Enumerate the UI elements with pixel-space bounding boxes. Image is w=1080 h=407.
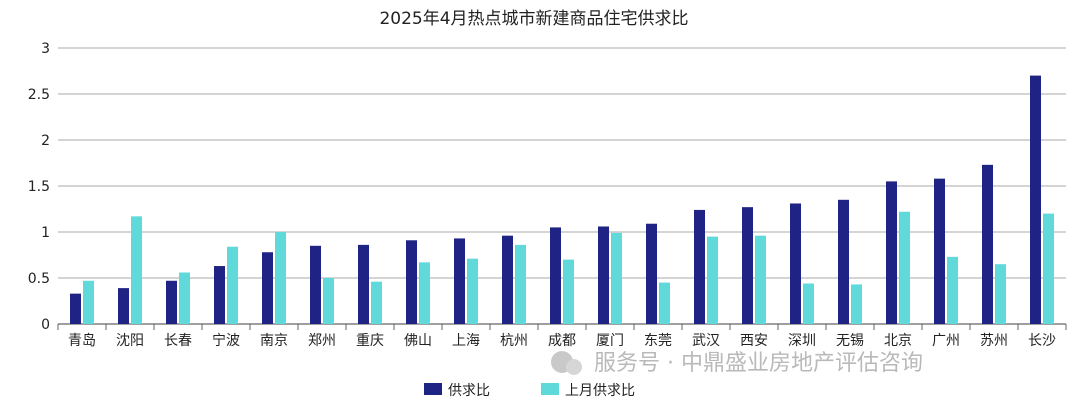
bar-previous xyxy=(467,258,478,324)
bar-previous xyxy=(83,280,94,324)
watermark-text: 服务号 · 中鼎盛业房地产评估咨询 xyxy=(594,351,923,376)
bar-previous xyxy=(947,256,958,324)
legend: 供求比 上月供求比 xyxy=(424,383,635,399)
bar-current xyxy=(214,266,225,324)
x-tick-label: 北京 xyxy=(884,333,912,349)
x-axis: 青岛 沈阳 长春 宁波 南京 郑州 重庆 佛山 上海 杭州 成都 厦门 东莞 武汉 西安 深圳 无锡 北京 广州 苏州… xyxy=(57,324,1067,349)
bar-previous xyxy=(275,232,286,324)
y-tick-label: 0 xyxy=(41,317,50,333)
wechat-icon-bubble xyxy=(566,359,582,375)
bar-current xyxy=(70,293,81,324)
x-tick-label: 杭州 xyxy=(500,333,528,349)
bar-previous xyxy=(371,281,382,324)
x-tick-label: 深圳 xyxy=(788,333,816,349)
y-tick-label: 3 xyxy=(41,41,50,57)
bar-previous xyxy=(803,283,814,324)
legend-swatch xyxy=(541,383,559,395)
bar-current xyxy=(358,244,369,324)
x-tick-label: 成都 xyxy=(548,333,576,349)
y-tick-label: 2 xyxy=(41,133,50,149)
x-tick-label: 长春 xyxy=(164,333,192,349)
bar-current xyxy=(742,207,753,324)
bar-current xyxy=(310,245,321,324)
bar-current xyxy=(454,238,465,324)
bar-current xyxy=(262,252,273,324)
x-tick-label: 苏州 xyxy=(980,333,1008,349)
bar-current xyxy=(550,227,561,324)
bar-current xyxy=(502,235,513,324)
bar-current xyxy=(886,181,897,324)
bar-previous xyxy=(179,272,190,324)
x-tick-label: 南京 xyxy=(260,333,288,349)
bar-current xyxy=(598,226,609,324)
bar-previous xyxy=(995,264,1006,324)
bar-previous xyxy=(515,244,526,324)
bar-previous xyxy=(755,235,766,324)
legend-swatch xyxy=(424,383,442,395)
x-tick-label: 沈阳 xyxy=(116,333,144,349)
x-tick-label: 上海 xyxy=(452,333,480,349)
bars xyxy=(70,75,1054,324)
bar-previous xyxy=(131,216,142,324)
x-tick-label: 宁波 xyxy=(212,332,240,349)
bar-previous xyxy=(563,259,574,324)
x-tick-label: 武汉 xyxy=(692,333,720,349)
x-tick-label: 郑州 xyxy=(308,333,336,349)
y-tick-label: 2.5 xyxy=(28,87,50,103)
x-tick-label: 青岛 xyxy=(68,333,96,349)
y-tick-label: 1 xyxy=(41,225,50,241)
y-tick-label: 0.5 xyxy=(28,271,50,287)
bar-current xyxy=(694,209,705,324)
bar-current xyxy=(838,199,849,324)
bar-previous xyxy=(419,262,430,324)
bar-previous xyxy=(1043,213,1054,324)
y-axis: 0 0.5 1 1.5 2 2.5 3 xyxy=(28,41,50,333)
bar-previous xyxy=(707,236,718,324)
bar-previous xyxy=(227,246,238,324)
bar-current xyxy=(934,178,945,324)
bar-previous xyxy=(851,284,862,324)
x-tick-label: 佛山 xyxy=(404,333,432,349)
bar-current xyxy=(1030,75,1041,324)
bar-previous xyxy=(659,282,670,324)
x-tick-label: 广州 xyxy=(932,333,960,349)
bar-current xyxy=(166,280,177,324)
y-tick-label: 1.5 xyxy=(28,179,50,195)
x-tick-label: 东莞 xyxy=(644,333,672,349)
bar-previous xyxy=(611,232,622,324)
legend-label: 供求比 xyxy=(448,383,490,399)
bar-current xyxy=(790,203,801,324)
legend-label: 上月供求比 xyxy=(565,383,635,399)
chart-title: 2025年4月热点城市新建商品住宅供求比 xyxy=(379,9,688,29)
x-tick-label: 重庆 xyxy=(356,333,384,349)
bar-previous xyxy=(323,278,334,324)
x-tick-label: 长沙 xyxy=(1028,333,1056,349)
bar-current xyxy=(118,288,129,324)
x-tick-label: 西安 xyxy=(740,333,768,349)
x-tick-label: 无锡 xyxy=(836,333,864,349)
bar-previous xyxy=(899,211,910,324)
watermark: 服务号 · 中鼎盛业房地产评估咨询 xyxy=(551,351,923,376)
grid xyxy=(58,47,1066,325)
bar-current xyxy=(646,223,657,324)
bar-current xyxy=(406,240,417,324)
bar-current xyxy=(982,164,993,324)
x-tick-label: 厦门 xyxy=(596,333,624,349)
